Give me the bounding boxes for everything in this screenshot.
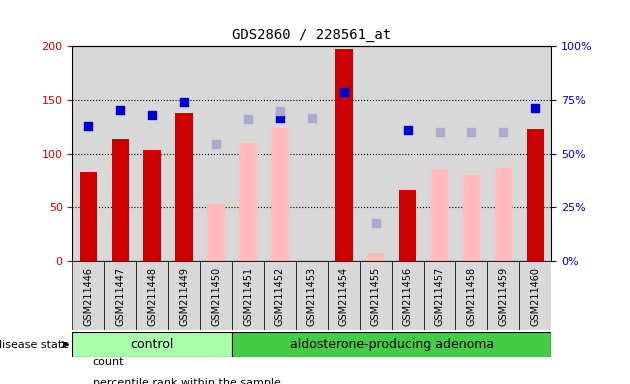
Bar (232, 332, 551, 357)
Point (275, 115, 285, 121)
Text: GSM211460: GSM211460 (530, 266, 541, 326)
Text: GSM211453: GSM211453 (307, 266, 317, 326)
Point (403, 127, 413, 133)
Bar (232, 46, 264, 261)
Text: aldosterone-producing adenoma: aldosterone-producing adenoma (290, 338, 494, 351)
Point (179, 99, 189, 105)
Bar (423, 261, 455, 330)
Bar (200, 261, 232, 330)
Bar (72, 46, 105, 261)
Text: GSM211455: GSM211455 (370, 266, 381, 326)
Text: GSM211446: GSM211446 (83, 266, 93, 326)
Text: GSM211457: GSM211457 (435, 266, 445, 326)
Bar (296, 261, 328, 330)
Bar (112, 139, 129, 261)
Bar (519, 261, 551, 330)
Text: GSM211451: GSM211451 (243, 266, 253, 326)
Bar (200, 46, 232, 261)
Bar (271, 128, 289, 261)
Bar (168, 46, 200, 261)
Bar (296, 46, 328, 261)
Point (83, 122, 93, 129)
Point (530, 105, 541, 111)
Text: percentile rank within the sample: percentile rank within the sample (93, 378, 280, 384)
Bar (360, 261, 392, 330)
Bar (488, 46, 519, 261)
Bar (392, 261, 423, 330)
Text: GSM211450: GSM211450 (211, 266, 221, 326)
Text: GSM211458: GSM211458 (466, 266, 476, 326)
Bar (72, 261, 105, 330)
Text: GSM211454: GSM211454 (339, 266, 349, 326)
Text: GSM211452: GSM211452 (275, 266, 285, 326)
Point (115, 106, 125, 113)
Bar (519, 46, 551, 261)
Point (243, 116, 253, 122)
Point (307, 115, 317, 121)
Bar (144, 151, 161, 261)
Text: GSM211447: GSM211447 (115, 266, 125, 326)
Bar (360, 46, 392, 261)
Bar (455, 46, 488, 261)
Bar (136, 46, 168, 261)
Text: GSM211449: GSM211449 (179, 266, 189, 326)
Bar (488, 261, 519, 330)
Bar (239, 143, 257, 261)
Bar (423, 46, 455, 261)
Bar (462, 175, 480, 261)
Bar (207, 204, 225, 261)
Text: GSM211456: GSM211456 (403, 266, 413, 326)
Bar (392, 46, 423, 261)
Text: GSM211448: GSM211448 (147, 266, 158, 326)
Bar (271, 147, 289, 261)
Point (370, 220, 381, 227)
Title: GDS2860 / 228561_at: GDS2860 / 228561_at (232, 28, 391, 42)
Point (339, 89, 349, 95)
Text: control: control (130, 338, 174, 351)
Bar (431, 169, 449, 261)
Text: disease state: disease state (0, 339, 69, 350)
Bar (264, 261, 296, 330)
Point (147, 112, 158, 118)
Point (435, 129, 445, 135)
Point (498, 129, 508, 135)
Bar (367, 253, 384, 261)
Bar (105, 261, 136, 330)
Bar (136, 261, 168, 330)
Bar (232, 261, 264, 330)
Bar (399, 190, 416, 261)
Text: GSM211459: GSM211459 (498, 266, 508, 326)
Text: count: count (93, 357, 124, 367)
Bar (328, 261, 360, 330)
Bar (79, 172, 97, 261)
Bar (495, 167, 512, 261)
Bar (105, 46, 136, 261)
Bar (168, 261, 200, 330)
Bar (328, 46, 360, 261)
Bar (72, 332, 232, 357)
Point (275, 108, 285, 114)
Point (211, 141, 221, 147)
Bar (264, 46, 296, 261)
Bar (527, 129, 544, 261)
Bar (335, 49, 353, 261)
Point (466, 129, 476, 135)
Bar (175, 113, 193, 261)
Bar (455, 261, 488, 330)
